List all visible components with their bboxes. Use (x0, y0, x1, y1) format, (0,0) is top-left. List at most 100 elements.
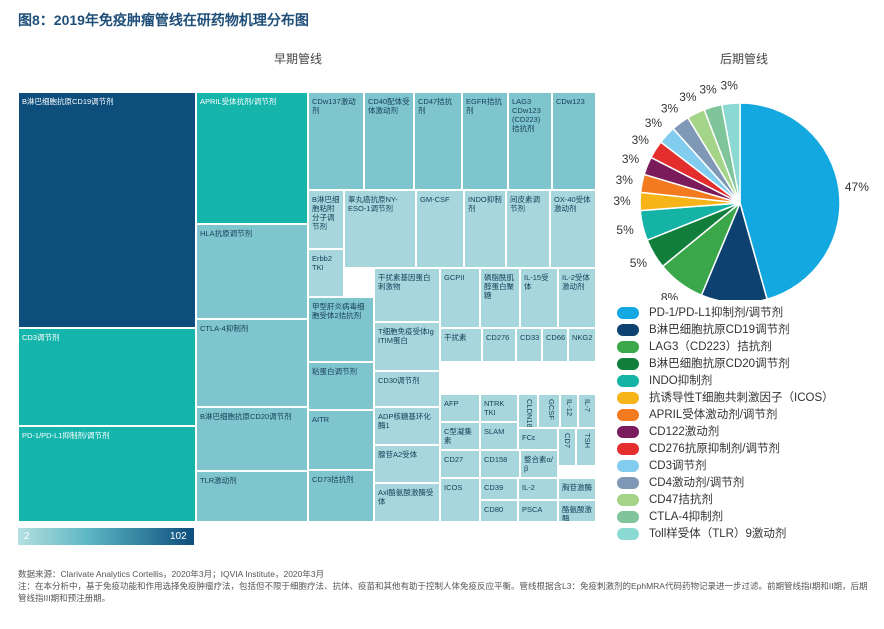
treemap-cell: 胸苷激酶 (558, 478, 596, 500)
treemap-cell: TLR激动剂 (196, 471, 308, 522)
treemap-cell-label: EGFR拮抗剂 (466, 97, 502, 115)
treemap-cell: CD276 (482, 328, 516, 362)
treemap-cell: IL-2 (518, 478, 558, 500)
treemap-cell-label: CLDN18 (525, 399, 534, 428)
treemap-cell: AFP (440, 394, 480, 422)
legend-label: INDO抑制剂 (649, 375, 713, 387)
treemap-cell-label: IL-15受体 (524, 273, 549, 291)
legend-label: CD4激动剂/调节剂 (649, 477, 745, 489)
figure-title: 图8：2019年免疫肿瘤管线在研药物机理分布图 (18, 12, 309, 28)
treemap-cell-label: AFP (444, 399, 459, 408)
treemap-cell-label: CD30调节剂 (378, 376, 420, 385)
treemap-cell-label: 腺苷A2受体 (378, 450, 418, 459)
legend-swatch (617, 358, 639, 370)
treemap-cell-label: 睾丸癌抗原NY-ESO-1调节剂 (348, 195, 398, 213)
treemap-cell-label: APRIL受体抗剂/调节剂 (200, 97, 277, 106)
treemap-cell: 间皮素调节剂 (506, 190, 550, 268)
treemap-cell-label: IL-7 (583, 399, 592, 412)
treemap-cell: IL-15受体 (520, 268, 558, 328)
treemap-cell-label: CD7 (563, 433, 572, 449)
legend-item: 抗诱导性T细胞共刺激因子（ICOS） (617, 390, 879, 407)
pie-slice-label: 3% (632, 133, 650, 147)
treemap: B淋巴细胞抗原CD19调节剂 CD3调节剂 PD-1/PD-L1抑制剂/调节剂 APR… (18, 92, 596, 522)
treemap-cell-label: B淋巴细胞抗原CD20调节剂 (200, 412, 292, 421)
legend-swatch (617, 460, 639, 472)
treemap-cell: IL-7 (578, 394, 596, 428)
treemap-cell-label: INDO抑制剂 (468, 195, 502, 213)
legend-swatch (617, 477, 639, 489)
treemap-cell-label: CD73拮抗剂 (312, 475, 354, 484)
legend-label: 抗诱导性T细胞共刺激因子（ICOS） (649, 392, 834, 404)
treemap-cell: ICOS (440, 478, 480, 522)
treemap-cell: CD39 (480, 478, 518, 500)
treemap-cell-label: ADP核糖基环化酶1 (378, 412, 431, 430)
treemap-cell: GM-CSF (416, 190, 464, 268)
legend-swatch (617, 528, 639, 540)
treemap-cell-label: GCSF (547, 399, 556, 420)
legend-item: B淋巴细胞抗原CD19调节剂 (617, 322, 879, 339)
treemap-cell-label: CD40配体受体激动剂 (368, 97, 410, 115)
treemap-cell: 整合素α/β (520, 450, 558, 478)
legend-label: LAG3（CD223）拮抗剂 (649, 341, 772, 353)
treemap-cell-label: Erbb2 TKI (312, 254, 333, 272)
treemap-cell: C型凝集素 (440, 422, 480, 450)
treemap-cell-label: CD276 (486, 333, 510, 342)
pie-slice (720, 102, 741, 204)
treemap-cell: 腺苷A2受体 (374, 445, 440, 483)
legend-label: CD122激动剂 (649, 426, 720, 438)
treemap-cell: CD27 (440, 450, 480, 478)
legend-label: CD3调节剂 (649, 460, 707, 472)
treemap-cell-label: B淋巴细胞粘附分子调节剂 (312, 195, 340, 231)
pie-slice-label: 3% (721, 79, 739, 93)
treemap-cell-label: CD39 (484, 483, 504, 492)
treemap-cell-label: CD80 (484, 505, 504, 514)
treemap-cell-label: ICOS (444, 483, 463, 492)
treemap-cell: CD80 (480, 500, 518, 522)
pie-slice-label: 3% (661, 101, 679, 115)
treemap-cell: 睾丸癌抗原NY-ESO-1调节剂 (344, 190, 416, 268)
treemap-cell-label: PD-1/PD-L1抑制剂/调节剂 (22, 431, 110, 440)
treemap-cell: CD158 (480, 450, 520, 478)
treemap-cell-label: FCε (522, 433, 536, 442)
legend-item: CD276抗原抑制剂/调节剂 (617, 441, 879, 458)
treemap-cell: PD-1/PD-L1抑制剂/调节剂 (18, 426, 196, 522)
treemap-cell-label: CDw123 (556, 97, 585, 106)
pie-slice (700, 200, 769, 300)
treemap-cell: GCPII (440, 268, 480, 328)
treemap-cell: CD3调节剂 (18, 328, 196, 426)
footnotes: 数据来源：Clarivate Analytics Cortellis，2020年… (18, 568, 874, 604)
treemap-cell: INDO抑制剂 (464, 190, 506, 268)
pie-slice (739, 102, 841, 300)
treemap-cell: 干扰素基因蛋白刺激物 (374, 268, 440, 322)
legend-item: APRIL受体激动剂/调节剂 (617, 407, 879, 424)
treemap-cell-label: OX-40受体激动剂 (554, 195, 591, 213)
treemap-cell-label: AITR (312, 415, 330, 424)
treemap-cell: CDw137激动剂 (308, 92, 364, 190)
treemap-cell-label: NTRK TKI (484, 399, 505, 417)
legend-item: CD3调节剂 (617, 458, 879, 475)
treemap-cell: CTLA-4抑制剂 (196, 319, 308, 407)
legend-swatch (617, 341, 639, 353)
treemap-cell: LAG3 CDw123 (CD223) 拮抗剂 (508, 92, 552, 190)
legend-label: CD47拮抗剂 (649, 494, 713, 506)
treemap-cell-label: CD158 (484, 455, 508, 464)
treemap-title: 早期管线 (273, 52, 322, 66)
treemap-cell-label: CD27 (444, 455, 464, 464)
treemap-cell: B淋巴细胞抗原CD20调节剂 (196, 407, 308, 471)
treemap-cell-label: B淋巴细胞抗原CD19调节剂 (22, 97, 114, 106)
legend-swatch (617, 426, 639, 438)
treemap-cell-label: 粘蛋白调节剂 (312, 367, 357, 376)
legend-label: CTLA-4抑制剂 (649, 511, 724, 523)
treemap-cell-label: 干扰素 (444, 333, 467, 342)
legend-item: CD122激动剂 (617, 424, 879, 441)
treemap-cell: 干扰素 (440, 328, 482, 362)
legend-swatch (617, 409, 639, 421)
pie-slice-label: 8% (661, 291, 679, 300)
pie-slice-label: 3% (679, 90, 697, 104)
treemap-cell: OX-40受体激动剂 (550, 190, 596, 268)
treemap-cell-label: 酪氨酸激酶 (562, 505, 592, 522)
treemap-cell: Erbb2 TKI (308, 249, 344, 297)
treemap-cell-label: IL-2受体激动剂 (562, 273, 590, 291)
legend-label: APRIL受体激动剂/调节剂 (649, 409, 778, 421)
treemap-cell-label: NKG2 (572, 333, 593, 342)
